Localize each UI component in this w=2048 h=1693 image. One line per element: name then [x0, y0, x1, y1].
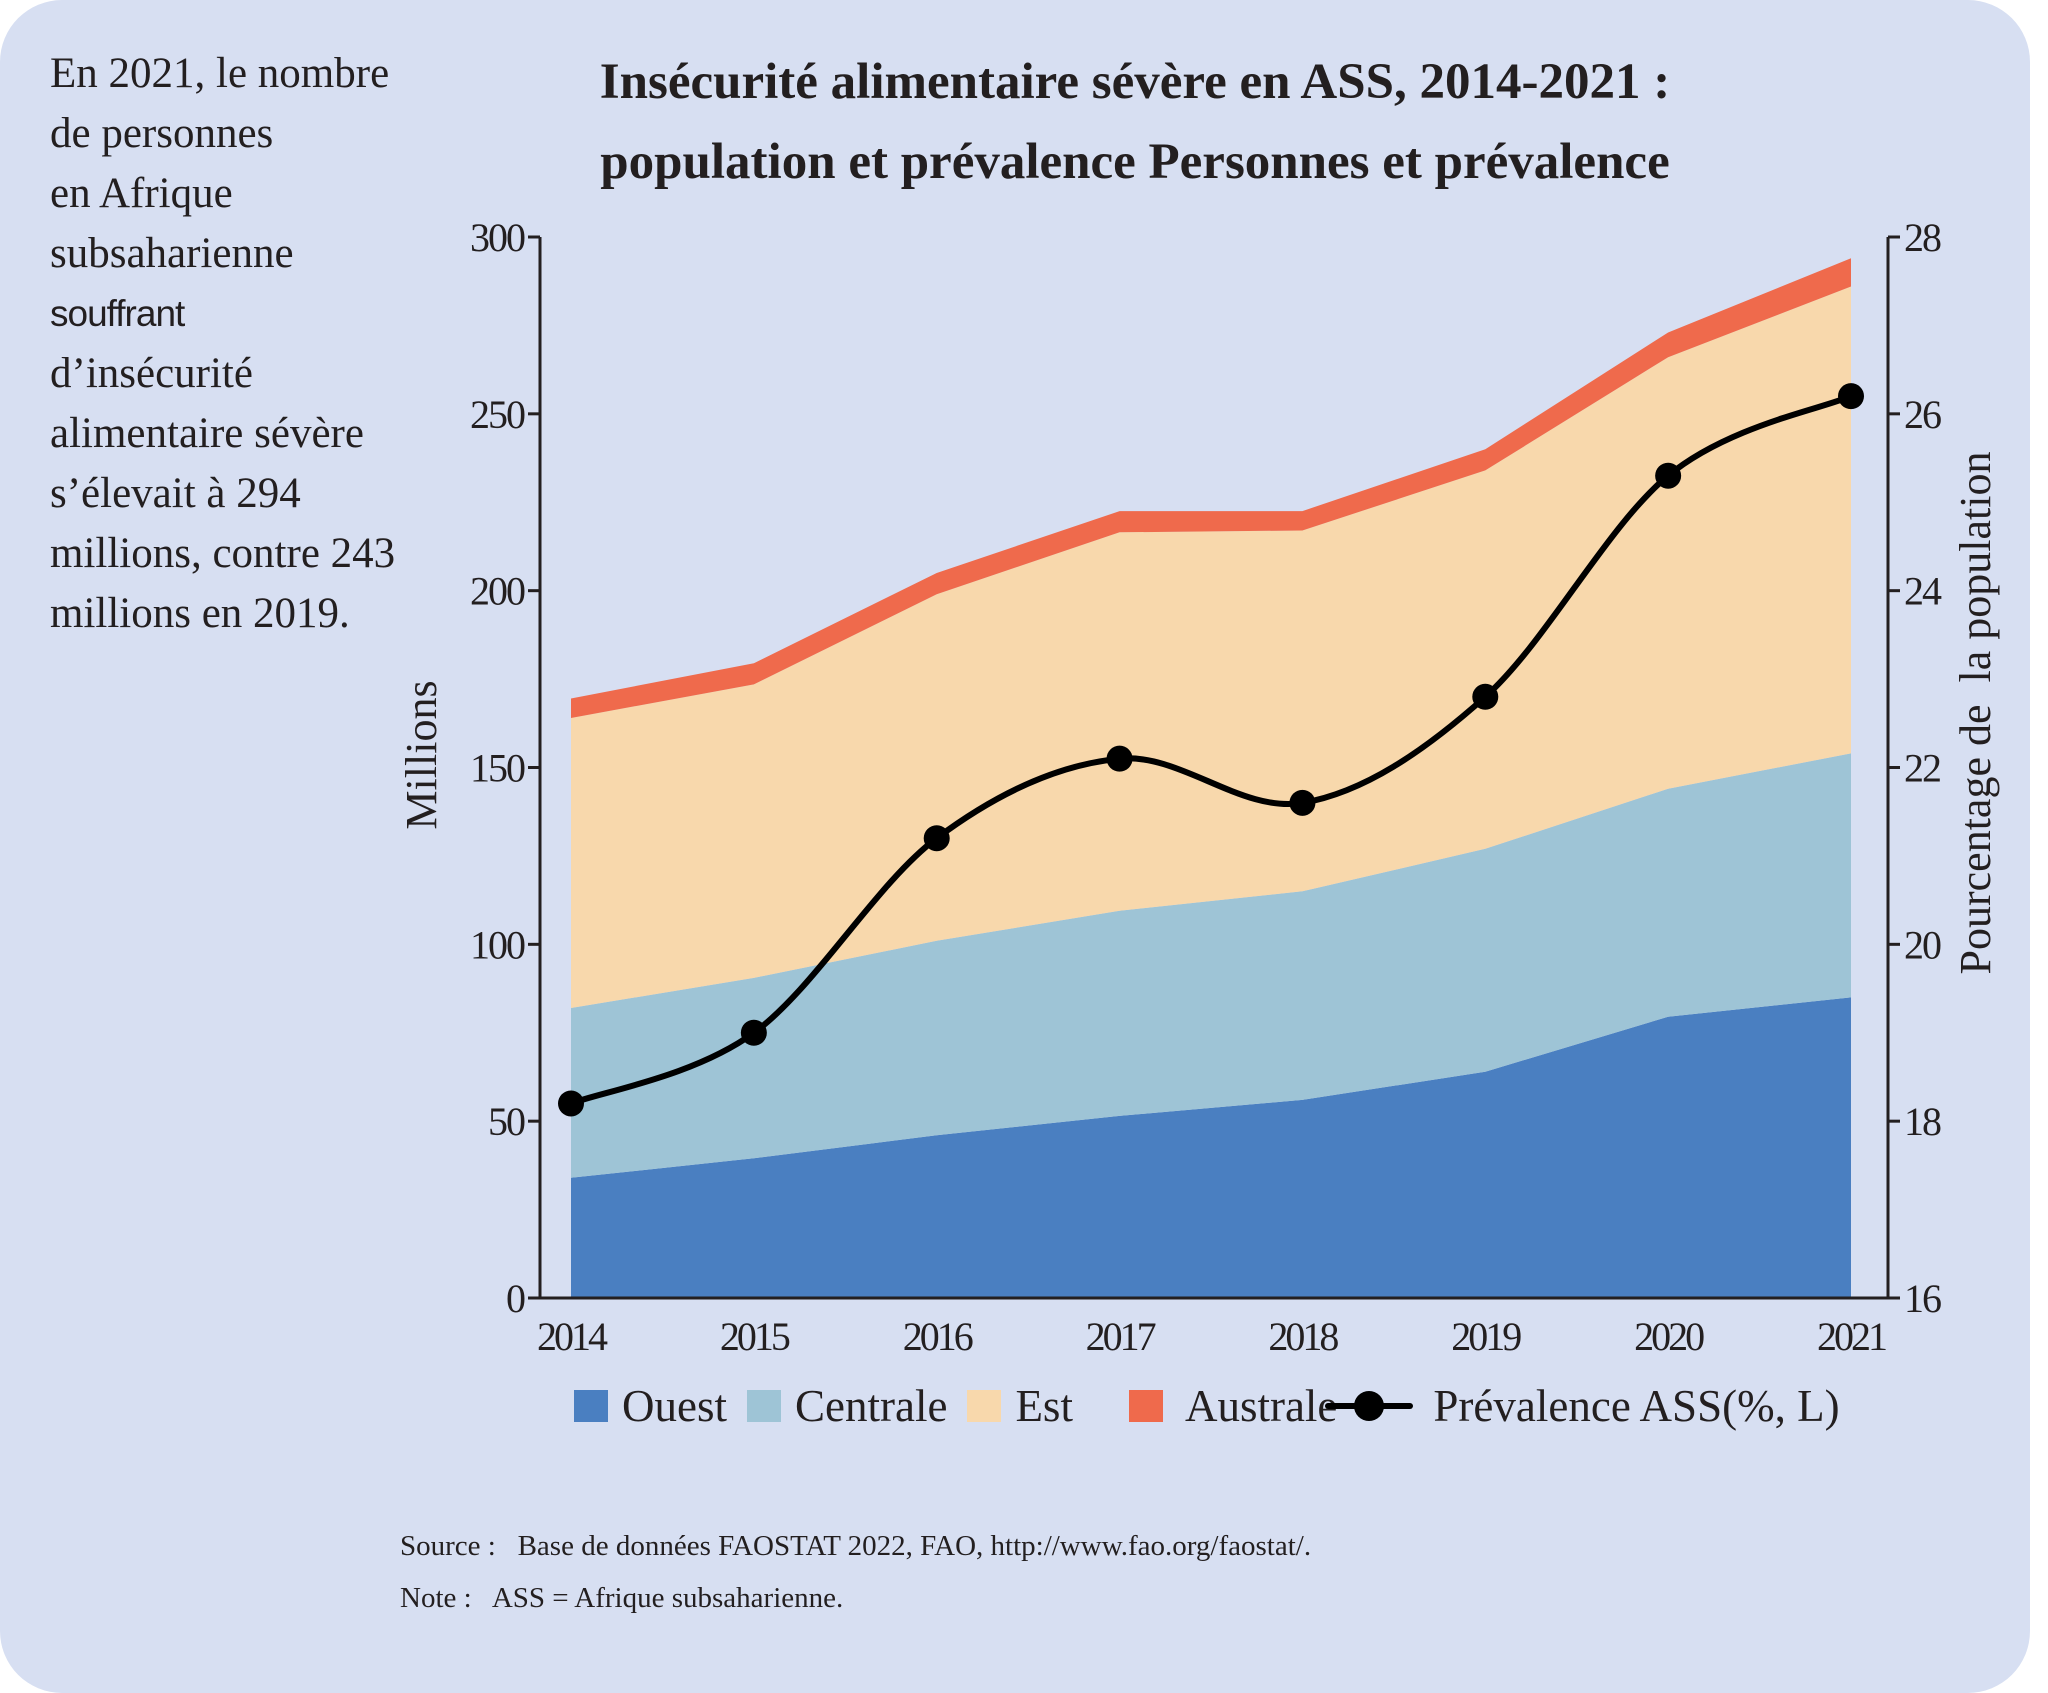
chart-legend: Ouest Centrale Est Australe Prévalence A… [574, 1378, 1860, 1434]
sidebar-line: d’insécurité [50, 350, 253, 397]
legend-item-prevalence: Prévalence ASS(%, L) [1325, 1380, 1840, 1432]
y-tick-label: 300 [470, 215, 525, 260]
legend-label-ouest: Ouest [622, 1381, 727, 1431]
sidebar-line: subsaharienne [50, 230, 294, 277]
source-note: Source : Base de données FAOSTAT 2022, F… [400, 1530, 1312, 1562]
prevalence-point [740, 1019, 767, 1046]
legend-swatch-est [967, 1390, 1002, 1422]
x-tick-label: 2021 [1817, 1314, 1886, 1359]
chart-title-line-1: Insécurité alimentaire sévère en ASS, 20… [599, 54, 1671, 110]
sidebar-line: millions en 2019. [50, 590, 350, 637]
legend-swatch-centrale [747, 1390, 781, 1422]
prevalence-point [923, 825, 950, 852]
prevalence-point [1472, 683, 1499, 710]
legend-line-marker [1325, 1390, 1414, 1422]
x-tick-label: 2014 [537, 1314, 608, 1359]
chart-title-line-2: population et prévalence Personnes et pr… [600, 134, 1670, 190]
y2-axis-title: Pourcentage de la population [1951, 452, 2000, 975]
footnotes: Source : Base de données FAOSTAT 2022, F… [400, 1520, 1311, 1624]
y2-tick-label: 22 [1904, 746, 1940, 791]
sidebar-line: s’élevait à 294 [50, 470, 301, 517]
sidebar-line: alimentaire sévère [50, 410, 364, 457]
y2-tick-label: 28 [1904, 215, 1941, 260]
y2-tick-label: 16 [1904, 1276, 1941, 1321]
area-est [571, 286, 1851, 1008]
x-tick-label: 2015 [720, 1314, 790, 1359]
y-tick-label: 50 [488, 1099, 525, 1144]
stacked-areas [571, 258, 1851, 1298]
legend-swatch-australe [1128, 1390, 1163, 1422]
y2-tick-label: 24 [1904, 569, 1942, 614]
sidebar-text: En 2021, le nombre de personnes en Afriq… [50, 44, 450, 644]
area-centrale [571, 753, 1851, 1178]
sidebar-line: de personnes [50, 110, 274, 157]
legend-label-australe: Australe [1184, 1381, 1338, 1431]
y-tick-label: 150 [470, 746, 525, 791]
abbreviation-note: Note : ASS = Afrique subsaharienne. [400, 1582, 844, 1614]
prevalence-point [1289, 789, 1316, 816]
y-tick-label: 100 [470, 922, 525, 967]
y-tick-label: 250 [470, 392, 525, 437]
legend-item-australe: Australe [1128, 1380, 1338, 1432]
prevalence-line-group [558, 383, 1864, 1117]
prevalence-point [558, 1090, 584, 1117]
x-tick-label: 2018 [1268, 1314, 1338, 1359]
legend-label-est: Est [1015, 1381, 1073, 1431]
y-tick-label: 200 [470, 569, 525, 614]
y2-tick-label: 18 [1904, 1099, 1941, 1144]
y-tick-label: 0 [506, 1276, 525, 1321]
prevalence-point [1106, 745, 1133, 772]
legend-label-prevalence: Prévalence ASS(%, L) [1433, 1381, 1840, 1431]
legend-swatch-ouest [574, 1390, 608, 1422]
y2-tick-label: 20 [1904, 922, 1941, 967]
sidebar-line: millions, contre 243 [50, 530, 396, 577]
tick-labels: 0 50 100 150 200 250 300 16 18 20 22 24 26 28 2014 2015… [470, 215, 1944, 1359]
legend-item-centrale: Centrale [747, 1380, 947, 1432]
x-tick-label: 2017 [1086, 1314, 1156, 1359]
legend-item-ouest: Ouest [574, 1380, 727, 1432]
chart-title: Insécurité alimentaire sévère en ASS, 20… [470, 42, 1800, 202]
sidebar-line: souffrant [50, 293, 185, 334]
area-ouest [571, 997, 1851, 1298]
x-tick-label: 2019 [1451, 1314, 1521, 1359]
prevalence-line [569, 393, 1853, 1107]
x-tick-label: 2016 [903, 1314, 973, 1359]
sidebar-line: en Afrique [50, 170, 233, 217]
legend-label-centrale: Centrale [795, 1381, 948, 1431]
y-axis-title: Millions [397, 680, 446, 829]
y2-tick-label: 26 [1904, 392, 1941, 437]
x-tick-label: 2020 [1634, 1314, 1704, 1359]
prevalence-point [1838, 383, 1864, 410]
prevalence-point [1655, 462, 1682, 489]
area-australe [571, 258, 1851, 718]
legend-item-est: Est [967, 1380, 1073, 1432]
sidebar-line: En 2021, le nombre [50, 50, 390, 97]
